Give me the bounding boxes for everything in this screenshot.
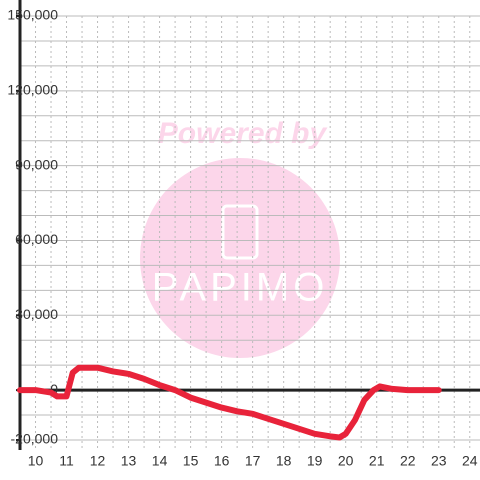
x-tick-label: 20 (338, 453, 354, 469)
x-tick-label: 16 (214, 453, 230, 469)
x-tick-label: 12 (90, 453, 106, 469)
watermark-text: Powered by (158, 117, 328, 150)
data-line (17, 364, 442, 441)
y-tick-label: 30,000 (15, 306, 58, 322)
y-tick-label: 60,000 (15, 231, 58, 247)
x-tick-label: 15 (183, 453, 199, 469)
x-tick-label: 23 (431, 453, 447, 469)
x-tick-label: 13 (121, 453, 137, 469)
watermark-logo: PAPIMO (152, 266, 329, 310)
y-tick-label: 120,000 (7, 82, 58, 98)
x-tick-label: 22 (400, 453, 416, 469)
y-tick-label: -20,000 (11, 431, 59, 447)
x-tick-label: 24 (462, 453, 478, 469)
y-tick-label: 150,000 (7, 7, 58, 23)
x-tick-label: 10 (28, 453, 44, 469)
y-tick-label: 0 (50, 381, 58, 397)
x-tick-label: 18 (276, 453, 292, 469)
x-tick-label: 17 (245, 453, 261, 469)
watermark-icon (221, 204, 259, 260)
x-tick-label: 11 (59, 453, 74, 469)
x-tick-label: 19 (307, 453, 323, 469)
x-tick-label: 21 (369, 453, 385, 469)
y-tick-label: 90,000 (15, 156, 58, 172)
x-tick-label: 14 (152, 453, 168, 469)
